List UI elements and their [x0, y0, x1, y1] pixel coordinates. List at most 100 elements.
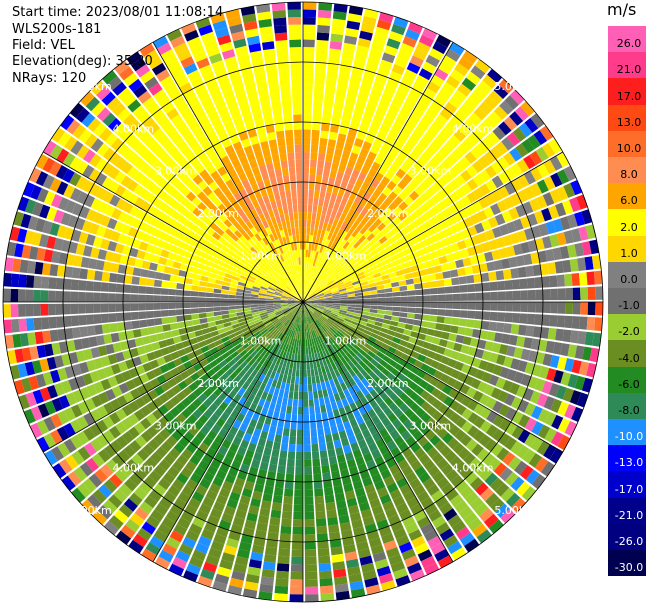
velocity-gate: [408, 336, 418, 345]
velocity-gate: [325, 304, 333, 307]
velocity-gate: [531, 405, 543, 420]
velocity-gate: [480, 272, 490, 282]
velocity-gate: [123, 444, 136, 458]
velocity-gate: [391, 354, 401, 363]
velocity-gate: [328, 55, 340, 65]
velocity-gate: [115, 408, 127, 421]
velocity-gate: [134, 422, 146, 435]
velocity-gate: [298, 384, 303, 392]
velocity-gate: [430, 74, 445, 88]
velocity-gate: [461, 421, 473, 433]
velocity-gate: [360, 508, 373, 519]
velocity-gate: [207, 277, 216, 284]
velocity-gate: [443, 407, 455, 419]
velocity-gate: [344, 280, 352, 286]
velocity-gate: [266, 377, 274, 387]
velocity-gate: [343, 320, 351, 326]
nrays-text: NRays: 120: [12, 71, 87, 86]
velocity-gate: [407, 212, 418, 222]
velocity-gate: [461, 408, 473, 420]
velocity-gate: [356, 243, 364, 252]
velocity-gate: [258, 297, 266, 301]
velocity-gate: [292, 526, 303, 535]
velocity-gate: [543, 176, 556, 191]
velocity-gate: [586, 362, 597, 378]
velocity-gate: [243, 299, 251, 302]
velocity-gate: [360, 207, 369, 217]
velocity-gate: [392, 259, 401, 267]
velocity-gate: [507, 132, 521, 147]
velocity-gate: [48, 277, 57, 290]
velocity-gate: [595, 286, 603, 300]
velocity-gate: [196, 368, 206, 377]
velocity-gate: [388, 402, 399, 413]
velocity-gate: [479, 508, 494, 523]
velocity-gate: [337, 366, 345, 376]
velocity-gate: [401, 261, 410, 269]
velocity-gate: [289, 337, 294, 346]
velocity-gate: [400, 126, 413, 138]
velocity-gate: [498, 344, 509, 355]
velocity-gate: [463, 97, 478, 112]
ring-label: 2.00km: [367, 377, 409, 390]
velocity-gate: [181, 419, 193, 431]
velocity-gate: [408, 201, 419, 212]
velocity-gate: [478, 434, 492, 447]
velocity-gate: [369, 236, 379, 245]
velocity-gate: [426, 328, 436, 336]
velocity-gate: [396, 424, 407, 435]
velocity-gate: [254, 371, 262, 380]
velocity-gate: [285, 413, 292, 422]
velocity-gate: [251, 411, 260, 422]
velocity-gate: [261, 454, 271, 464]
velocity-gate: [44, 450, 58, 466]
velocity-gate: [185, 563, 201, 576]
velocity-gate: [278, 540, 291, 550]
velocity-gate: [540, 263, 549, 276]
velocity-gate: [338, 514, 350, 524]
velocity-gate: [539, 125, 554, 141]
velocity-gate: [283, 420, 291, 429]
velocity-gate: [212, 501, 226, 513]
velocity-gate: [320, 229, 326, 238]
velocity-gate: [492, 414, 505, 428]
velocity-gate: [303, 421, 310, 430]
velocity-gate: [331, 335, 339, 343]
velocity-gate: [289, 47, 302, 55]
velocity-gate: [190, 296, 199, 302]
velocity-gate: [462, 257, 472, 267]
velocity-gate: [391, 286, 400, 292]
velocity-gate: [371, 415, 381, 425]
velocity-gate: [70, 303, 79, 315]
velocity-gate: [132, 533, 148, 548]
velocity-gate: [365, 435, 375, 446]
velocity-gate: [370, 144, 381, 155]
velocity-gate: [425, 107, 439, 120]
velocity-gate: [535, 195, 548, 209]
colorbar-label: -21.0: [614, 508, 644, 522]
velocity-gate: [293, 315, 298, 324]
velocity-gate: [3, 272, 12, 287]
velocity-gate: [312, 458, 321, 467]
velocity-gate: [515, 255, 525, 267]
velocity-gate: [479, 330, 489, 340]
velocity-gate: [233, 563, 247, 574]
velocity-gate: [221, 285, 230, 291]
velocity-gate: [353, 355, 362, 363]
velocity-gate: [398, 541, 413, 554]
velocity-gate: [319, 252, 325, 261]
velocity-gate: [326, 441, 335, 450]
velocity-gate: [332, 478, 342, 487]
velocity-gate: [415, 100, 429, 113]
velocity-gate: [284, 336, 290, 345]
velocity-gate: [298, 324, 301, 332]
velocity-gate: [369, 214, 378, 224]
velocity-gate: [304, 316, 307, 325]
velocity-gate: [340, 303, 348, 307]
velocity-gate: [354, 161, 364, 172]
velocity-gate: [308, 307, 314, 314]
velocity-gate: [359, 555, 373, 566]
velocity-gate: [313, 286, 320, 292]
velocity-gate: [85, 457, 99, 472]
velocity-gate: [324, 275, 331, 282]
